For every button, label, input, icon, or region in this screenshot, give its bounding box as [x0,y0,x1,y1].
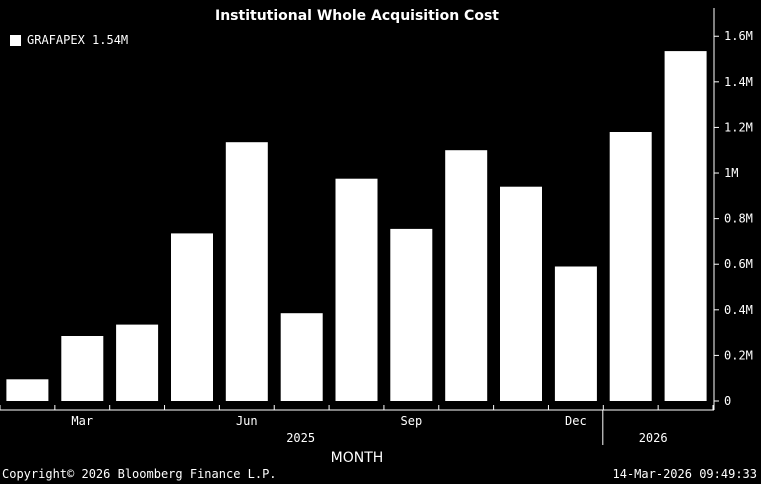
bar-nov-2025 [500,186,542,401]
bar-jun-2025 [225,142,268,401]
copyright-text: Copyright© 2026 Bloomberg Finance L.P. [2,467,277,481]
x-tick-label-sep: Sep [401,414,423,428]
y-tick-label: 0.4M [724,303,753,317]
year-label-2026: 2026 [639,431,668,445]
x-tick-label-jun: Jun [236,414,258,428]
timestamp-text: 14-Mar-2026 09:49:33 [612,467,758,481]
x-tick-label-dec: Dec [565,414,587,428]
x-axis-title: MONTH [331,450,384,466]
y-tick-label: 1.2M [724,120,753,134]
bar-mar-2025 [61,336,104,401]
bar-may-2025 [171,233,213,401]
bar-jan-2026 [609,132,652,401]
y-tick-label: 0 [724,394,731,408]
legend-swatch [10,34,21,46]
y-tick-label: 1M [724,166,738,180]
y-tick-label: 0.6M [724,257,753,271]
legend-label: GRAFAPEX 1.54M [27,33,129,47]
bar-apr-2025 [116,324,159,401]
bar-dec-2025 [554,266,597,401]
y-tick-label: 1.4M [724,75,753,89]
bar-sep-2025 [390,228,433,401]
chart-title: Institutional Whole Acquisition Cost [215,8,499,24]
y-tick-label: 1.6M [724,29,753,43]
bar-jul-2025 [280,313,323,401]
y-tick-label: 0.8M [724,212,753,226]
legend: GRAFAPEX 1.54M [4,28,135,52]
bar-oct-2025 [445,150,488,401]
x-tick-label-mar: Mar [71,414,93,428]
bar-feb-2025 [6,379,49,401]
year-label-2025: 2025 [286,431,315,445]
y-tick-label: 0.2M [724,348,753,362]
bar-aug-2025 [335,178,378,401]
bar-feb-2026 [664,51,707,401]
